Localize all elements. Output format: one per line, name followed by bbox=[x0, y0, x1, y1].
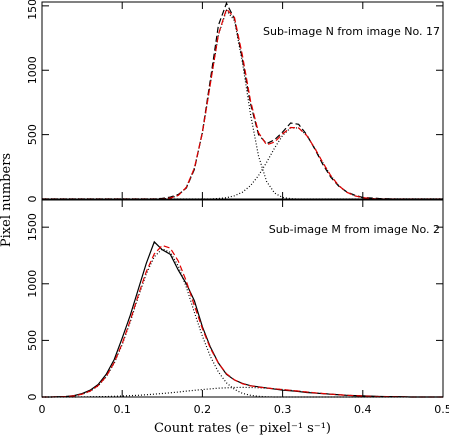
annotation: Sub-image M from image No. 2 bbox=[269, 223, 440, 236]
x-axis-label: Count rates (e⁻ pixel⁻¹ s⁻¹) bbox=[154, 421, 331, 436]
y-tick-label: 0 bbox=[26, 394, 39, 401]
data-line bbox=[42, 386, 443, 398]
x-tick-label: 0.5 bbox=[434, 403, 449, 416]
x-tick-label: 0.4 bbox=[354, 403, 372, 416]
data-line bbox=[42, 244, 443, 398]
y-tick-label: 1000 bbox=[26, 56, 39, 84]
data-line bbox=[42, 9, 443, 200]
data-line bbox=[42, 127, 443, 200]
x-tick-label: 0 bbox=[39, 403, 46, 416]
x-tick-label: 0.2 bbox=[194, 403, 212, 416]
data-line bbox=[42, 248, 443, 398]
y-tick-label: 1000 bbox=[26, 270, 39, 298]
y-tick-label: 500 bbox=[26, 124, 39, 145]
y-tick-label: 1500 bbox=[26, 0, 39, 20]
y-tick-label: 500 bbox=[26, 330, 39, 351]
y-tick-label: 0 bbox=[26, 196, 39, 203]
plot-frame bbox=[41, 199, 444, 398]
x-tick-label: 0.3 bbox=[274, 403, 292, 416]
y-tick-label: 1500 bbox=[26, 213, 39, 241]
annotation: Sub-image N from image No. 17 bbox=[263, 25, 440, 38]
x-tick-label: 0.1 bbox=[113, 403, 131, 416]
plot-frame bbox=[41, 1, 444, 200]
y-axis-label: Pixel numbers bbox=[0, 153, 14, 247]
data-line bbox=[42, 240, 443, 398]
